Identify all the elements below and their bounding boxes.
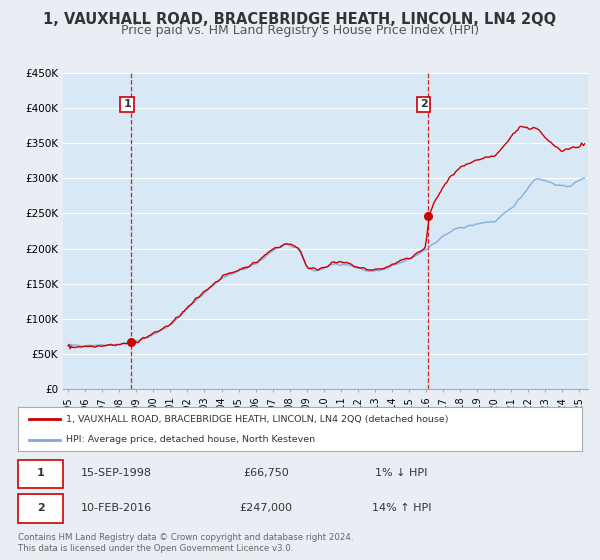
Text: HPI: Average price, detached house, North Kesteven: HPI: Average price, detached house, Nort… xyxy=(66,435,315,445)
Text: Price paid vs. HM Land Registry's House Price Index (HPI): Price paid vs. HM Land Registry's House … xyxy=(121,24,479,36)
Text: This data is licensed under the Open Government Licence v3.0.: This data is licensed under the Open Gov… xyxy=(18,544,293,553)
Text: 2: 2 xyxy=(37,503,44,513)
Text: 10-FEB-2016: 10-FEB-2016 xyxy=(81,503,152,513)
Text: £66,750: £66,750 xyxy=(243,468,289,478)
FancyBboxPatch shape xyxy=(18,460,63,488)
FancyBboxPatch shape xyxy=(18,494,63,522)
Text: 2: 2 xyxy=(420,100,428,109)
Text: 1: 1 xyxy=(37,468,44,478)
Text: £247,000: £247,000 xyxy=(239,503,293,513)
Text: Contains HM Land Registry data © Crown copyright and database right 2024.: Contains HM Land Registry data © Crown c… xyxy=(18,533,353,542)
Text: 1: 1 xyxy=(123,100,131,109)
Text: 1, VAUXHALL ROAD, BRACEBRIDGE HEATH, LINCOLN, LN4 2QQ (detached house): 1, VAUXHALL ROAD, BRACEBRIDGE HEATH, LIN… xyxy=(66,415,448,424)
Text: 15-SEP-1998: 15-SEP-1998 xyxy=(81,468,152,478)
Text: 14% ↑ HPI: 14% ↑ HPI xyxy=(372,503,431,513)
Text: 1% ↓ HPI: 1% ↓ HPI xyxy=(376,468,428,478)
Text: 1, VAUXHALL ROAD, BRACEBRIDGE HEATH, LINCOLN, LN4 2QQ: 1, VAUXHALL ROAD, BRACEBRIDGE HEATH, LIN… xyxy=(43,12,557,27)
